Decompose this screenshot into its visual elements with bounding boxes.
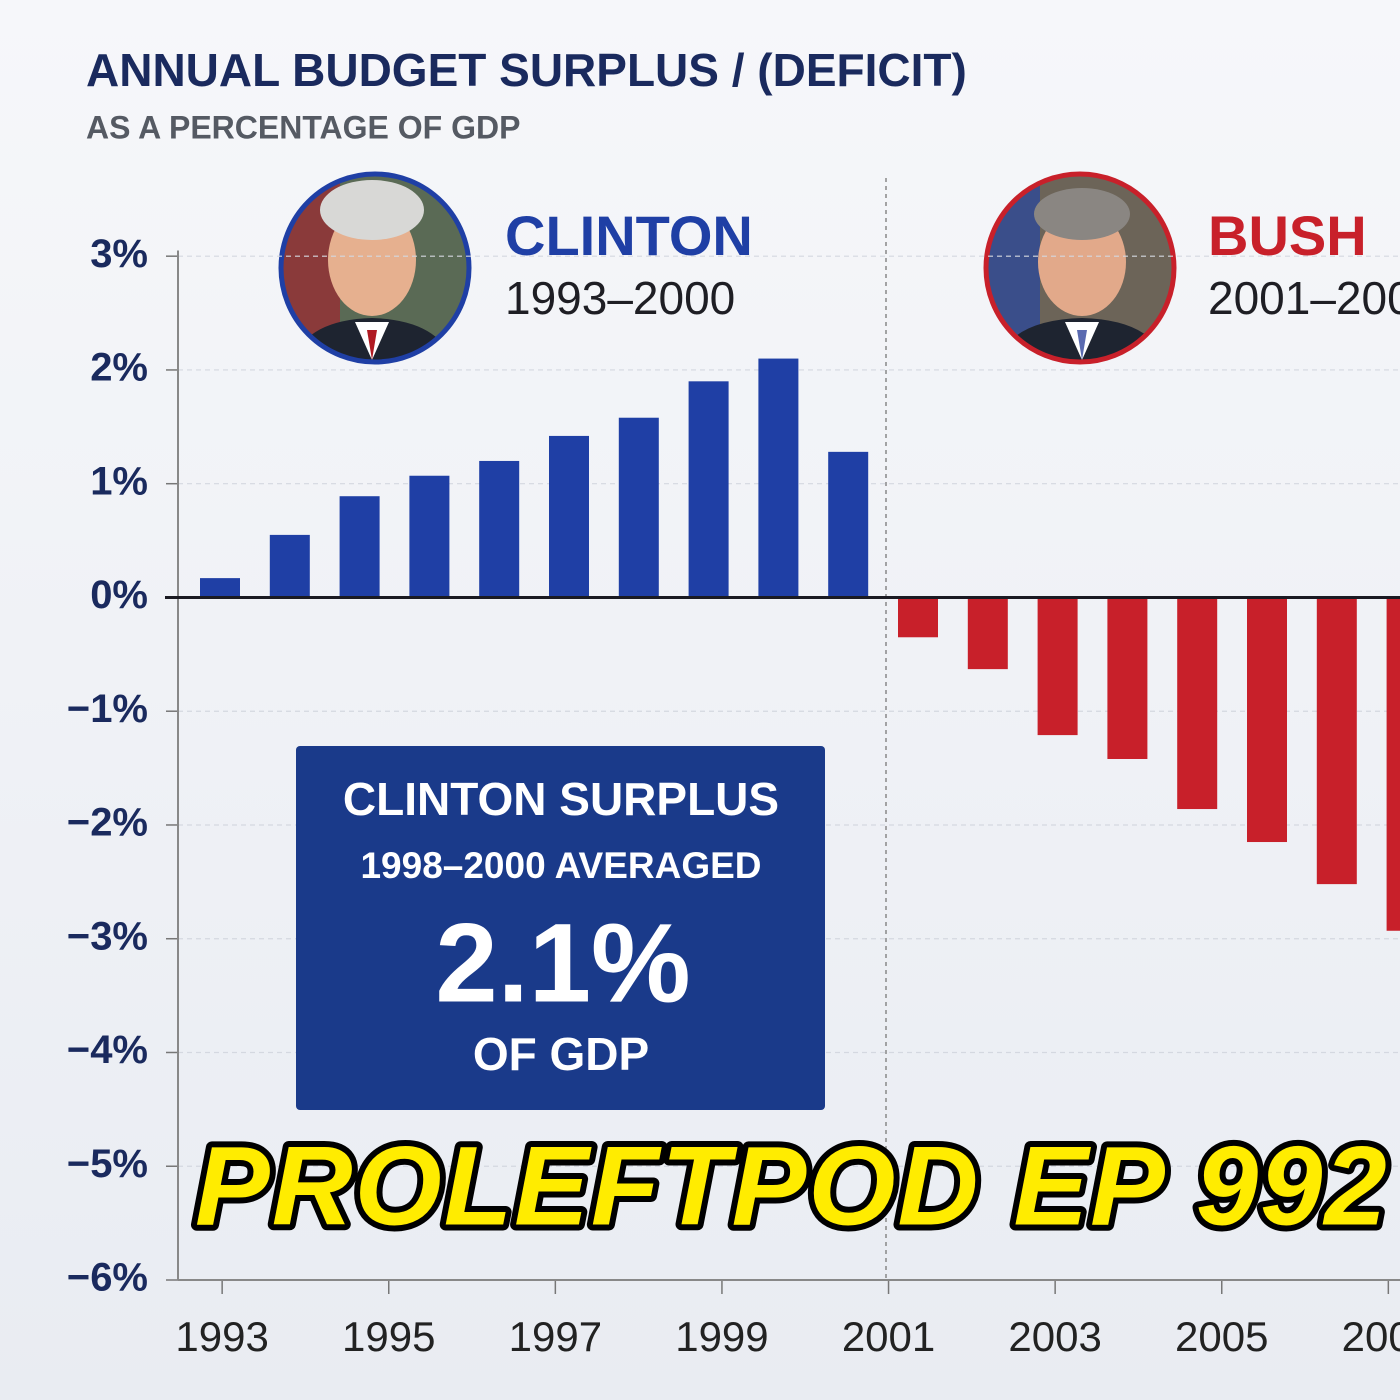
y-tick-label: −1%	[67, 687, 148, 731]
annotation-title: CLINTON SURPLUS	[343, 773, 779, 825]
bar	[479, 460, 520, 598]
y-tick-label: 2%	[90, 346, 148, 390]
bar	[1177, 597, 1218, 810]
y-tick-label: −4%	[67, 1028, 148, 1072]
x-tick-label: 2005	[1175, 1313, 1268, 1360]
bar	[828, 451, 869, 598]
annotation-subtitle: 1998–2000 AVERAGED	[360, 845, 761, 886]
bar	[1386, 597, 1400, 931]
legend-label: BUSH	[1208, 204, 1367, 267]
chart-title: ANNUAL BUDGET SURPLUS / (DEFICIT)	[86, 44, 967, 96]
x-tick-label: 1993	[175, 1313, 268, 1360]
bar	[1247, 597, 1287, 843]
legend-period: 1993–2000	[505, 272, 735, 324]
x-tick-label: 1999	[675, 1313, 768, 1360]
x-tick-label: 2007	[1342, 1313, 1400, 1360]
bar	[898, 597, 938, 638]
bar	[688, 381, 729, 598]
bar	[1316, 597, 1357, 885]
x-tick-label: 1997	[509, 1313, 602, 1360]
x-tick-label: 2001	[842, 1313, 935, 1360]
y-tick-label: −3%	[67, 914, 148, 958]
bar	[549, 435, 589, 598]
y-tick-label: −2%	[67, 801, 148, 845]
bar	[409, 475, 450, 598]
y-tick-label: −5%	[67, 1142, 148, 1186]
bar	[758, 358, 799, 598]
y-tick-label: 0%	[90, 573, 148, 617]
y-tick-label: 3%	[90, 232, 148, 276]
x-tick-label: 2003	[1008, 1313, 1101, 1360]
legend-label: CLINTON	[505, 204, 753, 267]
y-tick-label: 1%	[90, 459, 148, 503]
x-tick-label: 1995	[342, 1313, 435, 1360]
plot: 3% 2% 1% 0% −1% −2% −3% −4% −5% −6% 1993 1995 1997 19…	[67, 232, 1400, 1360]
annotation-unit: OF GDP	[473, 1028, 649, 1080]
chart-subtitle: AS A PERCENTAGE OF GDP	[86, 109, 520, 145]
bar	[1037, 597, 1078, 736]
bar	[1107, 597, 1148, 759]
bar	[200, 578, 240, 598]
annotation-box	[296, 746, 825, 1110]
annotation-value: 2.1%	[435, 901, 690, 1026]
bar	[339, 496, 380, 598]
bush-portrait	[983, 171, 1177, 365]
bar	[967, 597, 1008, 670]
bar	[269, 534, 310, 598]
watermark: PROLEFTPOD EP 992	[195, 1124, 1389, 1249]
bar	[618, 417, 659, 598]
legend-period: 2001–2008	[1208, 272, 1400, 324]
y-tick-label: −6%	[67, 1256, 148, 1300]
